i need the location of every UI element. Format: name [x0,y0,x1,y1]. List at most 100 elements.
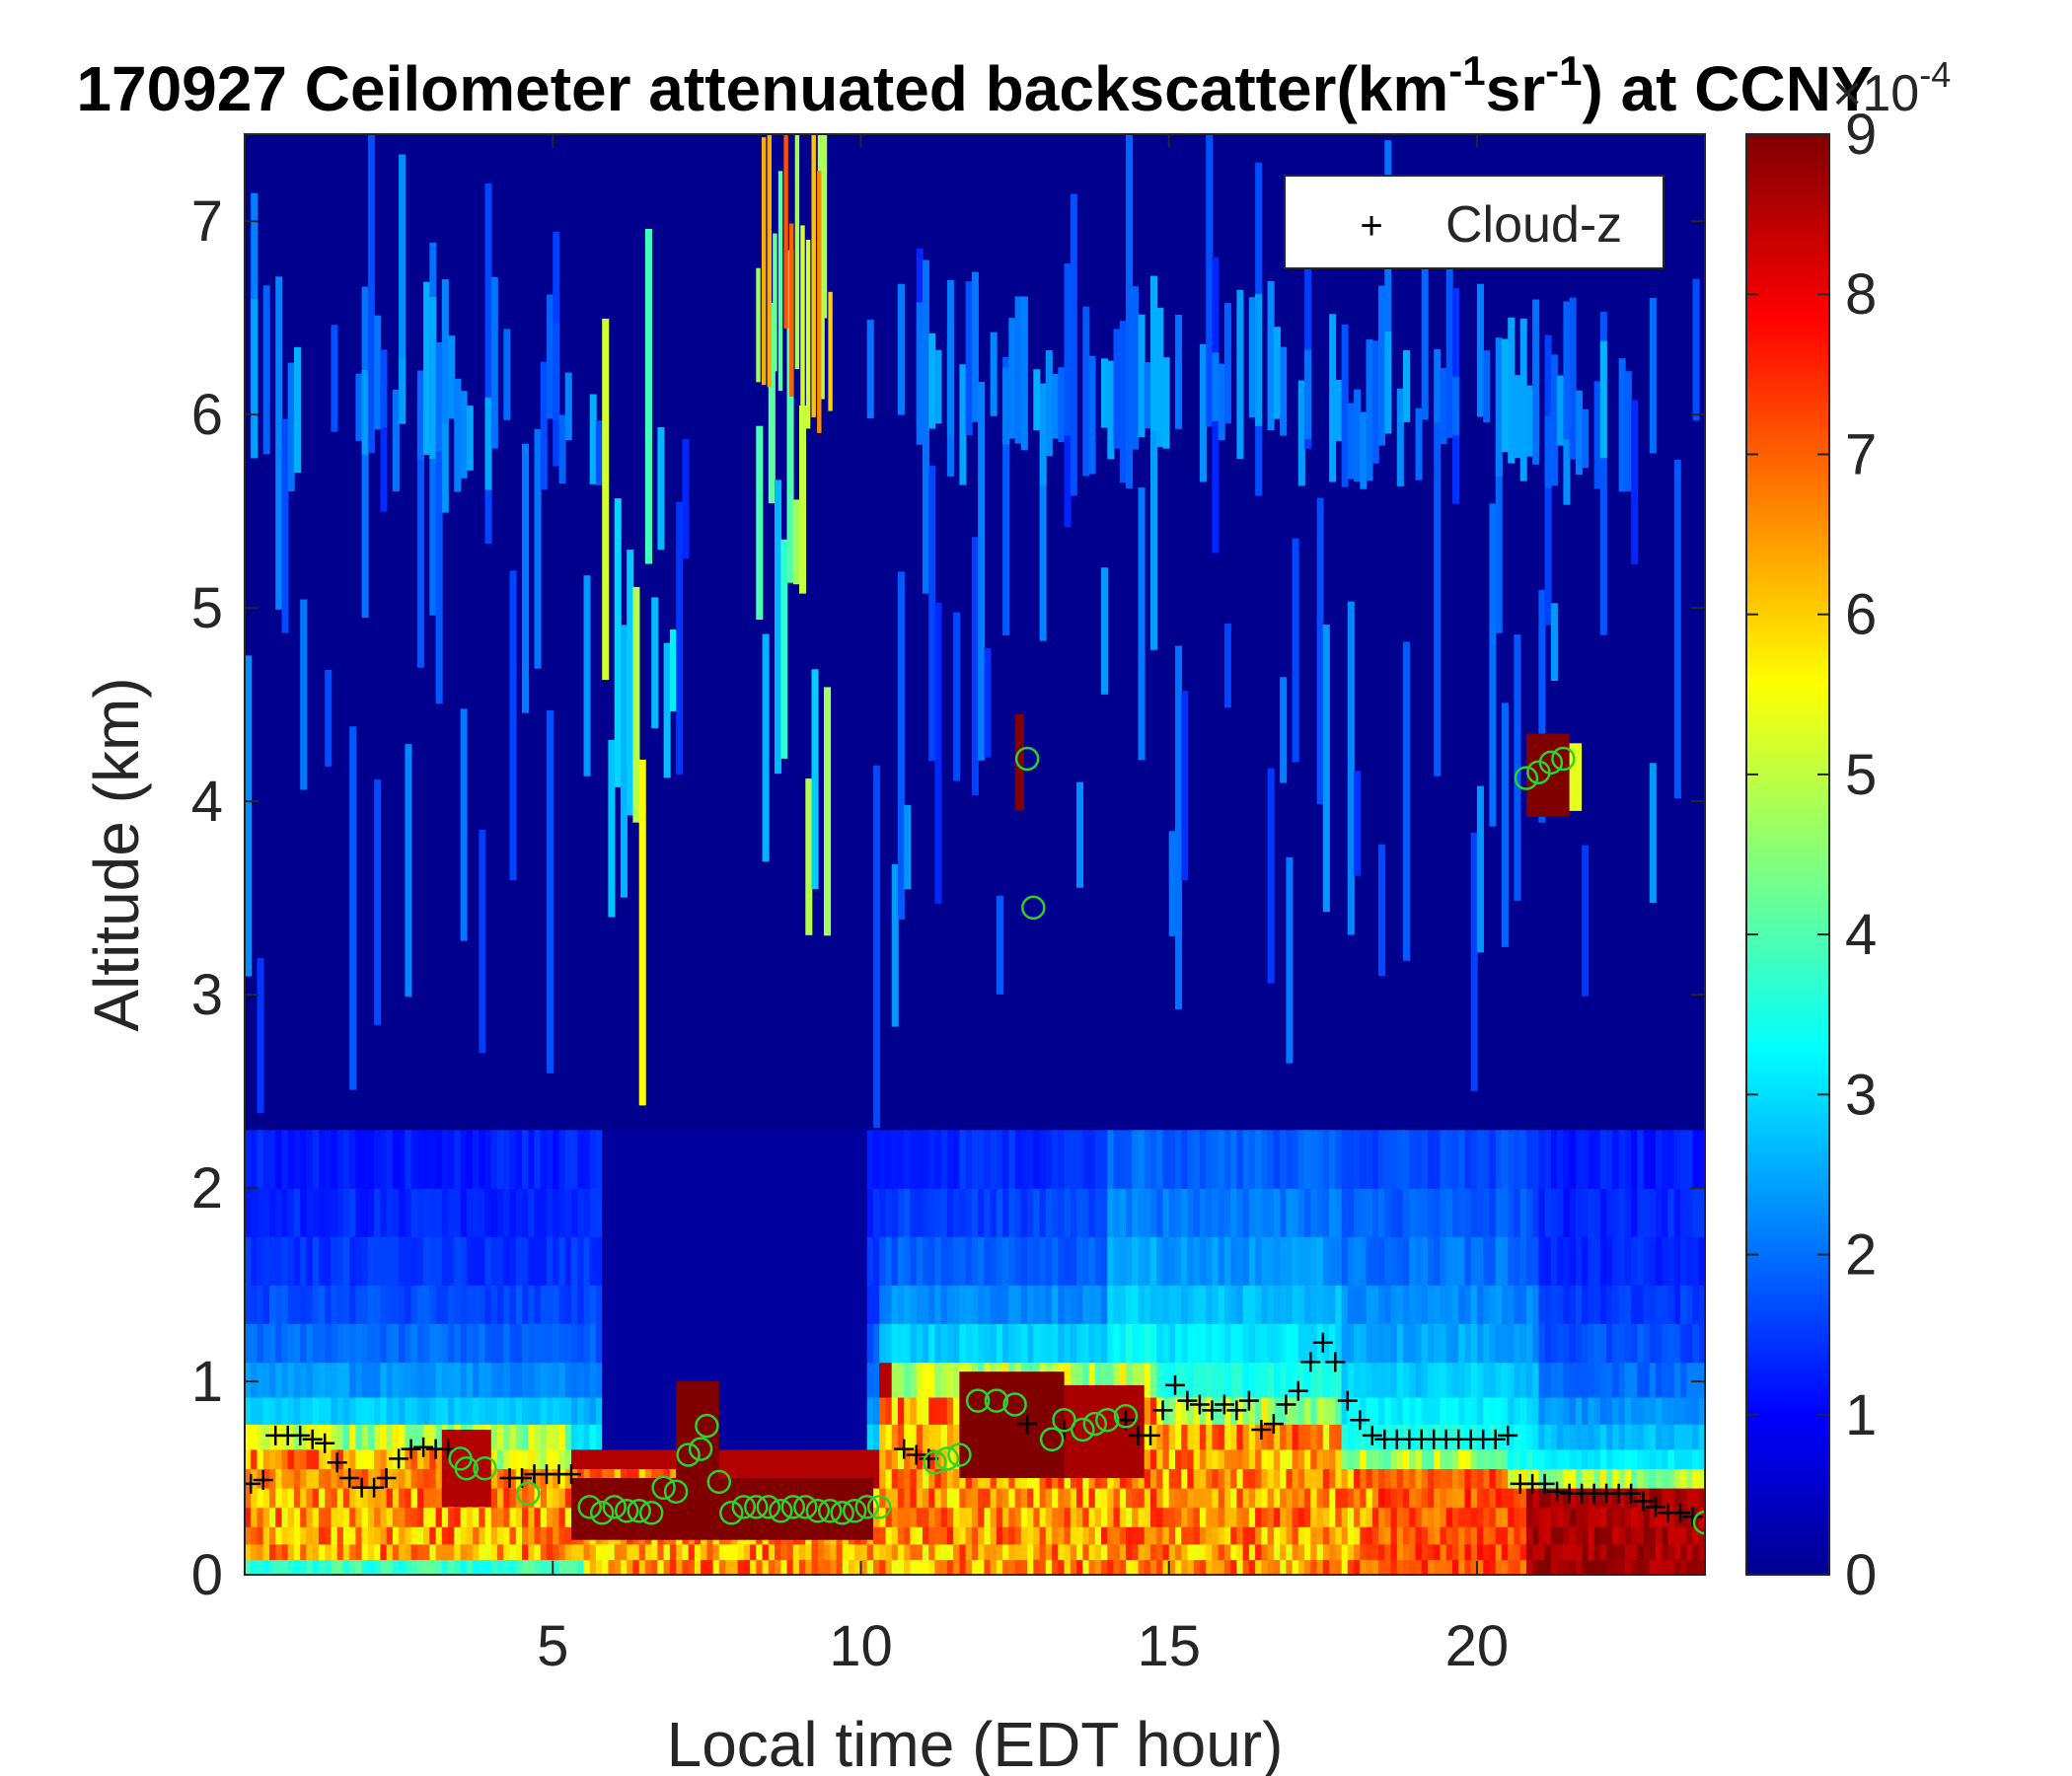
heatmap-cell [281,1526,289,1545]
heatmap-cell [1582,1130,1590,1189]
heatmap-cell [1495,1526,1503,1545]
heatmap-cell [1452,1448,1460,1469]
heatmap-cell [731,1559,739,1575]
heatmap-cell [860,1424,868,1450]
heatmap-cell [805,1130,813,1189]
heatmap-cell [454,1236,462,1286]
heatmap-cell [922,1362,929,1398]
heatmap-cell [1008,1285,1016,1324]
heatmap-cell [1588,1188,1595,1237]
heatmap-cell [564,1448,572,1469]
heatmap-cell [792,1130,800,1189]
circle-marker [817,1499,843,1523]
heatmap-cell [1495,1323,1503,1364]
y-tick-label: 5 [191,576,223,640]
heatmap-cell [1242,1285,1250,1324]
heatmap-cell [1230,1236,1238,1286]
heatmap-cell [756,425,764,620]
heatmap-cell [1310,1559,1318,1575]
heatmap-cell [1347,1468,1355,1489]
heatmap-cell [1223,1130,1231,1189]
heatmap-cell [1052,1468,1060,1489]
heatmap-cell [429,1543,437,1561]
heatmap-cell [1273,1526,1281,1545]
heatmap-cell [1483,1236,1491,1286]
heatmap-cell [1409,1487,1417,1509]
heatmap-cell [342,1507,350,1527]
heatmap-cell [1316,1526,1324,1545]
heatmap-cell [676,1543,684,1561]
heatmap-cell [262,1559,270,1575]
heatmap-cell [750,1559,758,1575]
heatmap-cell [1101,1526,1109,1545]
heatmap-cell [1113,1130,1121,1189]
heatmap-cell [676,1130,684,1189]
cloud-cell [1014,713,1024,811]
heatmap-cell [1286,1559,1294,1575]
heatmap-cell [608,1188,616,1237]
heatmap-cell [1218,1424,1225,1450]
heatmap-cell [1421,1559,1429,1575]
heatmap-cell [405,1559,412,1575]
heatmap-cell [1070,1323,1077,1364]
heatmap-cell [405,1507,412,1527]
cloud-z-marker [253,1470,273,1490]
heatmap-cell [331,1323,338,1364]
heatmap-cell [1563,1507,1571,1527]
heatmap-cell [978,1130,986,1189]
heatmap-cell [1667,1236,1675,1286]
heatmap-cell [528,1448,536,1469]
heatmap-cell [1168,1543,1176,1561]
heatmap-cell [355,1236,363,1286]
heatmap-cell [1223,1559,1231,1575]
heatmap-cell [410,1188,418,1237]
heatmap-cell [336,1285,344,1324]
heatmap-cell [1378,1526,1386,1545]
heatmap-cell [1045,1285,1053,1324]
heatmap-cell [946,1362,954,1398]
heatmap-cell [1563,1236,1571,1286]
heatmap-cell [1680,1448,1688,1469]
heatmap-cell [885,1323,893,1364]
heatmap-cell [1390,1396,1398,1425]
heatmap-cell [780,1188,788,1237]
circle-marker [934,1446,960,1471]
heatmap-cell [934,349,942,424]
heatmap-cell [1606,1526,1614,1545]
heatmap-cell [842,1130,850,1189]
heatmap-cell [1236,1424,1244,1450]
heatmap-cell [922,1507,929,1527]
heatmap-cell [479,1396,486,1425]
heatmap-cell [854,1424,862,1450]
heatmap-cell [990,1559,998,1575]
heatmap-cell [1440,368,1447,445]
heatmap-cell [694,1323,702,1364]
heatmap-cell [854,1448,862,1469]
heatmap-cell [410,1130,418,1189]
heatmap-cell [318,1236,326,1286]
heatmap-cell [269,1526,277,1545]
heatmap-cell [1014,1559,1022,1575]
heatmap-cell [1470,1526,1478,1545]
heatmap-cell [1206,1285,1214,1324]
heatmap-cell [454,1130,462,1189]
heatmap-cell [602,1285,610,1324]
heatmap-cell [1464,1424,1472,1450]
heatmap-cell [484,1285,492,1324]
heatmap-cell [466,1285,474,1324]
heatmap-cell [300,1526,308,1545]
heatmap-cell [460,1285,468,1324]
heatmap-cell [1519,1323,1527,1364]
heatmap-cell [262,1362,270,1398]
heatmap-cell [1390,1507,1398,1527]
heatmap-cell [281,1236,289,1286]
heatmap-cell [1631,1236,1639,1286]
heatmap-cell [959,1559,967,1575]
heatmap-cell [1113,1285,1121,1324]
heatmap-cell [1692,278,1700,421]
heatmap-cell [367,1236,375,1286]
heatmap-cell [1020,1130,1028,1189]
heatmap-cell [1458,1468,1466,1489]
heatmap-cell [780,1323,788,1364]
heatmap-cell [1445,1236,1453,1286]
